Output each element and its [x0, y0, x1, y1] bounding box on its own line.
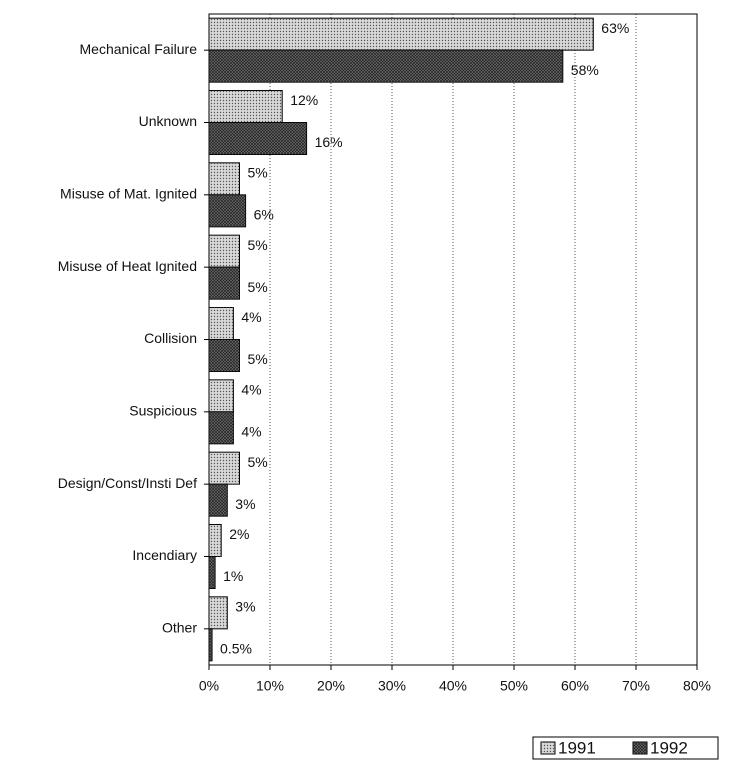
value-label: 58%	[571, 62, 599, 78]
value-label: 3%	[235, 496, 255, 512]
legend-label: 1991	[558, 738, 596, 757]
bar-texture	[209, 18, 594, 51]
legend-swatch-texture	[633, 742, 647, 754]
value-label: 63%	[601, 20, 629, 36]
value-label: 5%	[248, 165, 268, 181]
y-tick-label: Design/Const/Insti Def	[58, 475, 197, 491]
x-tick-label: 30%	[378, 678, 406, 694]
bar-texture	[209, 50, 563, 83]
value-label: 4%	[241, 309, 261, 325]
value-label: 4%	[241, 424, 261, 440]
value-label: 5%	[248, 237, 268, 253]
value-label: 5%	[248, 454, 268, 470]
value-label: 16%	[315, 134, 343, 150]
y-tick-label: Suspicious	[129, 403, 197, 419]
bar-texture	[209, 162, 240, 195]
y-tick-label: Unknown	[139, 113, 197, 129]
legend-box	[532, 736, 719, 760]
y-tick-label: Incendiary	[132, 547, 197, 563]
value-label: 2%	[229, 526, 249, 542]
bar-texture	[209, 411, 234, 444]
bar-texture	[209, 452, 240, 485]
value-label: 6%	[254, 207, 274, 223]
x-tick-label: 60%	[561, 678, 589, 694]
bar-texture	[209, 267, 240, 300]
value-label: 5%	[248, 279, 268, 295]
x-tick-label: 0%	[199, 678, 219, 694]
value-label: 1%	[223, 568, 243, 584]
bar-texture	[209, 379, 234, 412]
x-tick-label: 80%	[683, 678, 711, 694]
value-label: 3%	[235, 599, 255, 615]
y-tick-label: Other	[162, 620, 197, 636]
y-tick-label: Mechanical Failure	[80, 41, 198, 57]
bar-texture	[209, 628, 213, 661]
value-label: 4%	[241, 382, 261, 398]
x-tick-label: 10%	[256, 678, 284, 694]
value-label: 12%	[290, 92, 318, 108]
bar-texture	[209, 596, 228, 629]
bar-texture	[209, 122, 307, 155]
value-label: 0.5%	[220, 641, 252, 657]
y-tick-label: Collision	[144, 330, 197, 346]
value-label: 5%	[248, 351, 268, 367]
bar-texture	[209, 484, 228, 517]
x-tick-label: 20%	[317, 678, 345, 694]
bar-texture	[209, 339, 240, 372]
x-tick-label: 50%	[500, 678, 528, 694]
bar-texture	[209, 235, 240, 268]
bar-texture	[209, 524, 222, 557]
bar-texture	[209, 90, 283, 123]
y-tick-label: Misuse of Heat Ignited	[58, 258, 197, 274]
bar-texture	[209, 307, 234, 340]
bar-texture	[209, 194, 246, 227]
legend-swatch-texture	[541, 742, 555, 754]
bar-texture	[209, 556, 216, 589]
legend-label: 1992	[650, 738, 688, 757]
x-tick-label: 70%	[622, 678, 650, 694]
x-tick-label: 40%	[439, 678, 467, 694]
y-tick-label: Misuse of Mat. Ignited	[60, 186, 197, 202]
